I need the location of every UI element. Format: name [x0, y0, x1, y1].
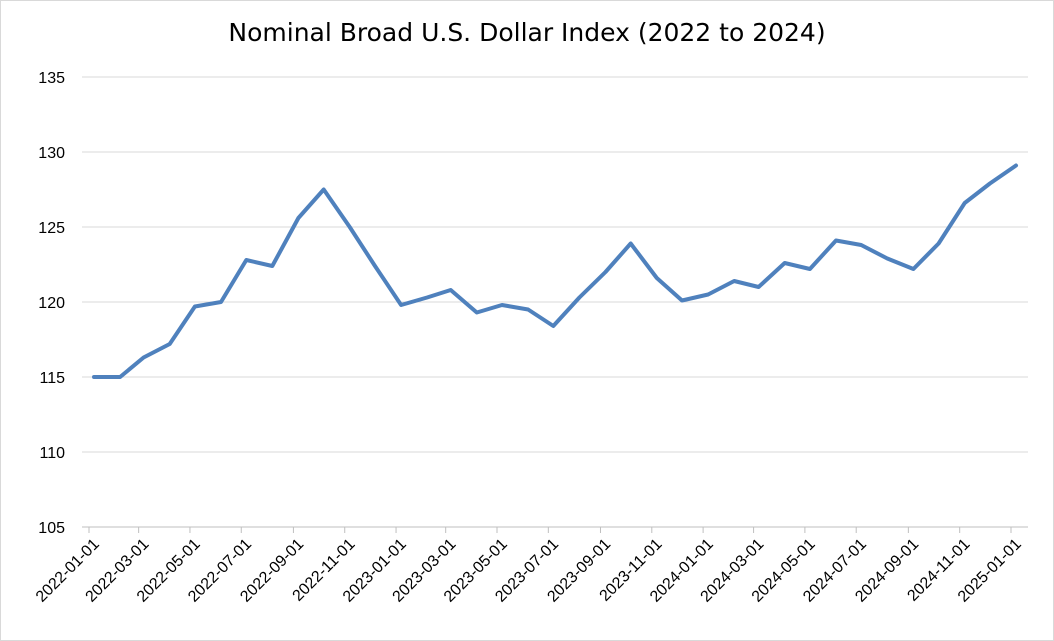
y-tick-label: 120: [38, 295, 65, 312]
series-layer: [92, 163, 1018, 379]
y-tick-label: 125: [38, 220, 65, 237]
y-tick-label: 130: [38, 145, 65, 162]
chart-title: Nominal Broad U.S. Dollar Index (2022 to…: [228, 18, 826, 47]
y-tick-label: 110: [39, 445, 65, 462]
y-tick-label: 135: [38, 70, 65, 87]
x-axis: [82, 526, 1028, 533]
y-tick-label: 115: [39, 370, 65, 387]
series-line: [92, 163, 1018, 379]
y-tick-label: 105: [38, 520, 65, 537]
y-axis-ticks: 105 110 115 120 125 130 135: [38, 70, 65, 537]
gridlines: [82, 76, 1028, 453]
x-axis-ticks: 2022-01-012022-03-012022-05-012022-07-01…: [33, 536, 1025, 606]
